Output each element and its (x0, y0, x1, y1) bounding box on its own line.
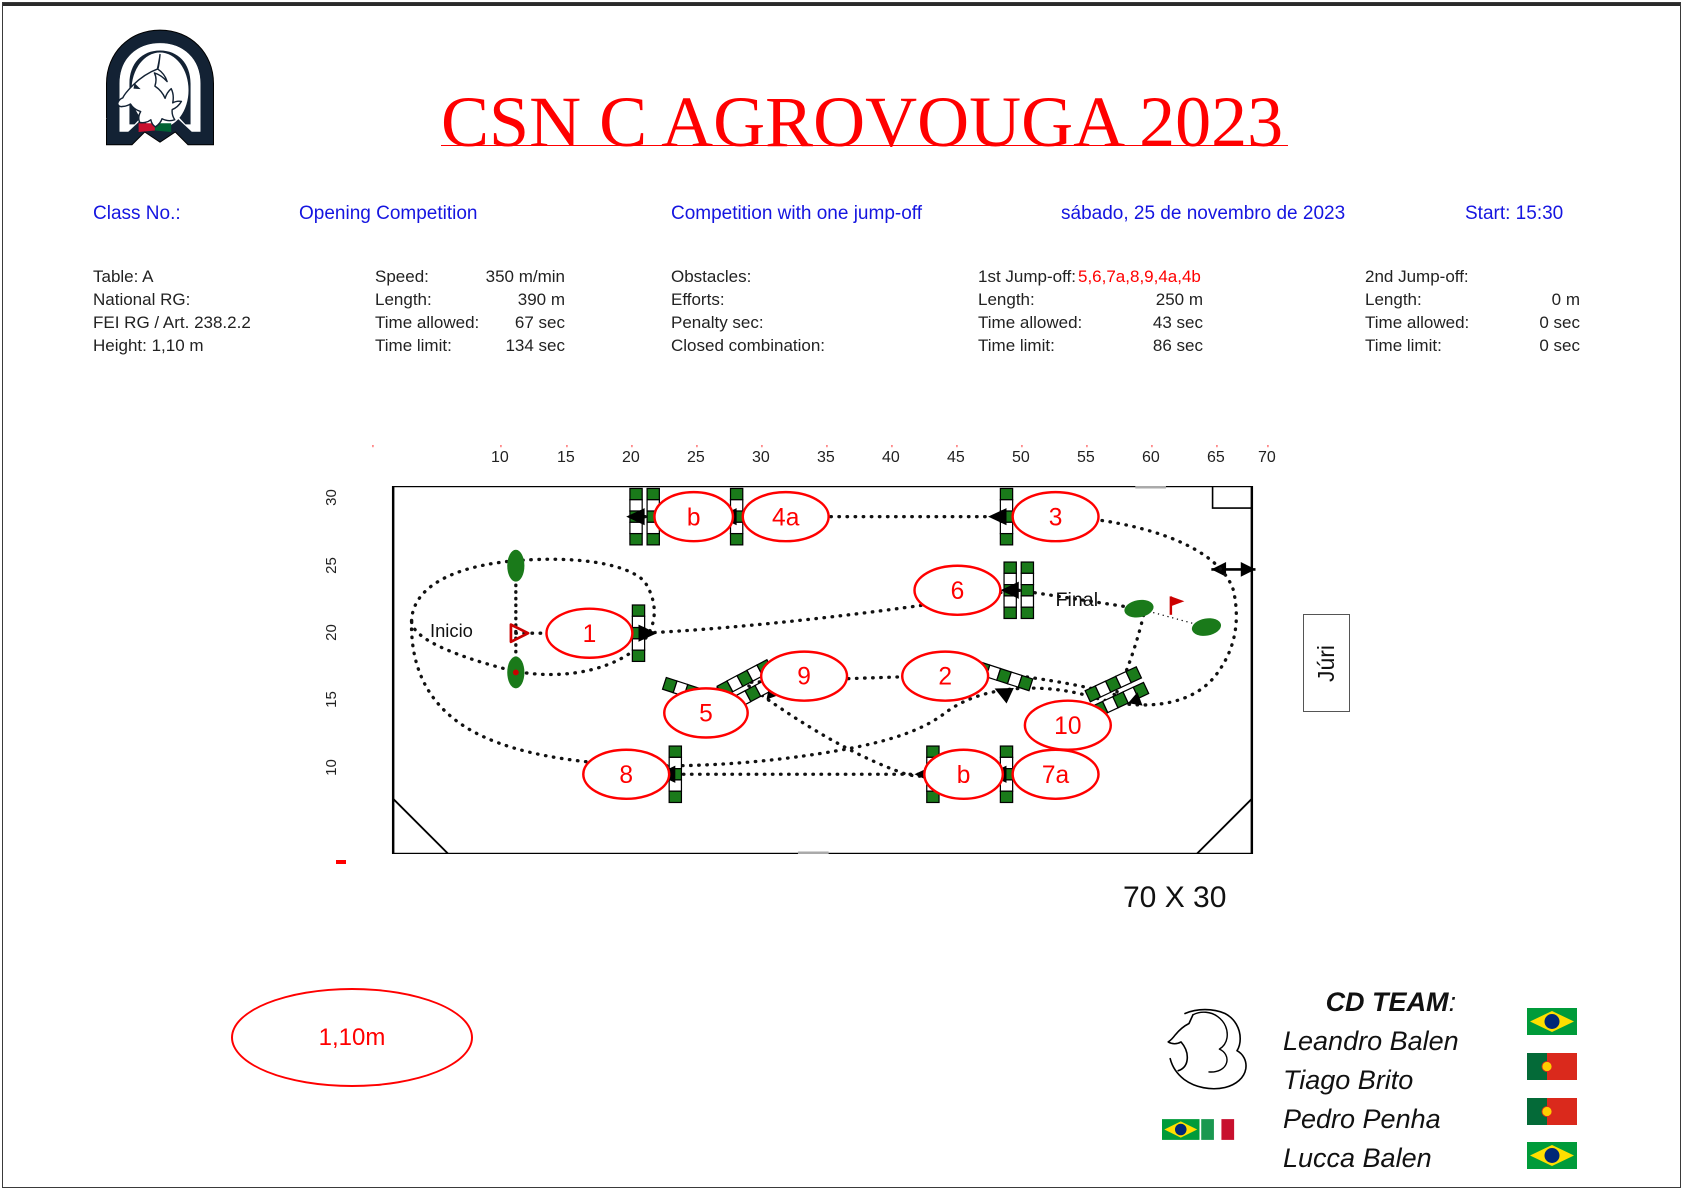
svg-text:10: 10 (1054, 713, 1081, 740)
svg-text:2: 2 (938, 664, 952, 691)
svg-text:b: b (957, 762, 971, 789)
svg-text:9: 9 (797, 664, 811, 691)
svg-text:3: 3 (1049, 504, 1063, 531)
svg-text:8: 8 (619, 762, 633, 789)
svg-text:b: b (687, 504, 701, 531)
svg-text:Inicio: Inicio (430, 620, 473, 641)
svg-text:Final: Final (1056, 589, 1099, 611)
svg-text:7a: 7a (1042, 762, 1070, 789)
svg-text:6: 6 (951, 578, 965, 605)
svg-text:4a: 4a (772, 504, 800, 531)
svg-text:1: 1 (583, 621, 597, 648)
svg-text:5: 5 (699, 701, 713, 728)
